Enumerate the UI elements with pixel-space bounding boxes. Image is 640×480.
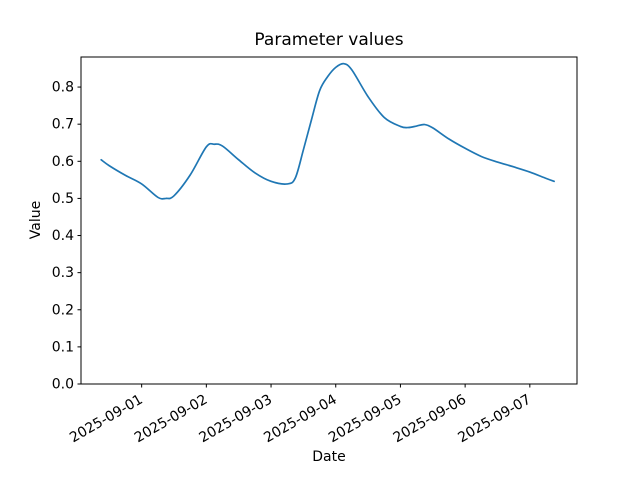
y-tick-label: 0.0 — [52, 377, 74, 393]
y-tick-label: 0.1 — [52, 339, 74, 355]
y-axis-ticks: 0.0 0.1 0.2 0.3 0.4 0.5 0.6 0.7 0.8 — [52, 80, 81, 393]
y-tick-label: 0.8 — [52, 80, 74, 96]
y-tick-label: 0.7 — [52, 117, 74, 133]
y-tick-label: 0.4 — [52, 228, 74, 244]
y-tick-label: 0.3 — [52, 265, 74, 281]
chart-title: Parameter values — [254, 30, 403, 50]
y-tick-label: 0.6 — [52, 154, 74, 170]
y-tick-label: 0.5 — [52, 191, 74, 207]
series-line — [100, 62, 555, 200]
plot-area-spines — [80, 56, 578, 385]
y-axis-label: Value — [28, 201, 44, 239]
y-tick-label: 0.2 — [52, 302, 74, 318]
x-axis-label: Date — [312, 449, 345, 465]
